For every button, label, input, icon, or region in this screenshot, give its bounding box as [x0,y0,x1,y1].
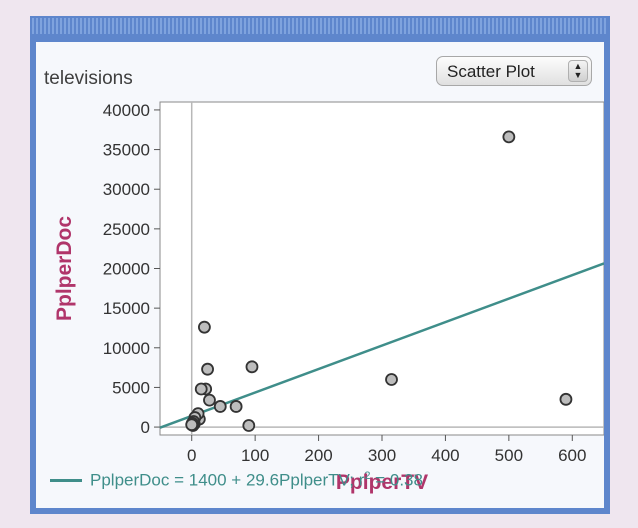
y-tick-label: 35000 [103,141,150,160]
y-tick-label: 25000 [103,220,150,239]
legend-equation: PplperDoc = 1400 + 29.6PplperTV; r2 = 0.… [90,470,423,491]
fit-line-swatch [50,478,82,482]
x-tick-label: 600 [558,446,586,465]
plot-area [159,101,604,436]
y-tick-label: 5000 [112,378,150,397]
data-point [242,419,256,432]
data-point [559,392,573,406]
x-tick-label: 100 [241,446,269,465]
data-point [502,130,516,144]
plot-type-label: Scatter Plot [447,62,535,81]
data-point [213,400,227,413]
data-point [185,418,199,432]
data-point [194,382,208,396]
data-point [385,373,398,386]
legend-r2-value: = 0.38 [370,470,423,490]
x-tick-label: 300 [368,446,396,465]
y-tick-label: 40000 [103,101,150,120]
dataset-label: televisions [44,68,133,89]
x-tick-label: 0 [187,446,196,465]
y-tick-label: 30000 [103,180,150,199]
y-tick-label: 10000 [103,339,150,358]
x-axis-label: PplperTV [336,471,428,494]
plot-panel: televisions Scatter Plot ▲ ▼ 0 5000 10000 15… [36,42,604,508]
data-point [203,393,216,407]
y-tick-label: 15000 [103,299,150,318]
x-tick-label: 200 [304,446,332,465]
scatter-chart: 0500010000150002000025000300003500040000… [53,101,604,494]
regression-line [159,262,604,429]
data-point [229,400,243,413]
x-tick-label: 500 [495,446,523,465]
data-point [201,362,214,376]
x-tick-label: 400 [431,446,459,465]
up-down-arrows-icon[interactable]: ▲ ▼ [568,60,588,82]
plot-window: televisions Scatter Plot ▲ ▼ 0 5000 10000 15… [30,16,610,514]
legend: PplperDoc = 1400 + 29.6PplperTV; r2 = 0.… [50,470,423,491]
legend-r2-exponent: 2 [364,470,371,482]
window-title-bar[interactable] [32,18,608,34]
plot-type-select[interactable]: Scatter Plot ▲ ▼ [436,56,592,86]
y-axis-label: PplperDoc [53,216,76,321]
y-tick-label: 20000 [103,260,150,279]
data-point [197,320,211,334]
legend-equation-text: PplperDoc = 1400 + 29.6PplperTV; r [90,470,365,490]
data-point [245,360,259,374]
y-tick-label: 0 [141,418,150,437]
